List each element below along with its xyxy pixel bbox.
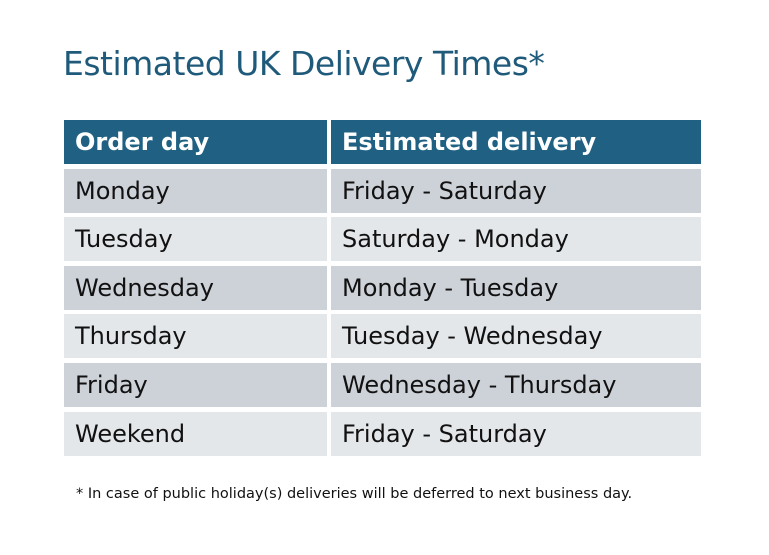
order-day-cell: Wednesday [64,265,327,310]
order-day-cell: Friday [64,362,327,407]
page-title: Estimated UK Delivery Times* [63,44,545,83]
table-row: Thursday Tuesday - Wednesday [64,314,701,359]
delivery-cell: Friday - Saturday [331,411,701,456]
header-order-day: Order day [64,120,327,164]
delivery-cell: Wednesday - Thursday [331,362,701,407]
table-row: Wednesday Monday - Tuesday [64,265,701,310]
delivery-cell: Tuesday - Wednesday [331,314,701,359]
footnote: * In case of public holiday(s) deliverie… [76,486,633,502]
table-row: Tuesday Saturday - Monday [64,217,701,262]
table-row: Weekend Friday - Saturday [64,411,701,456]
order-day-cell: Monday [64,168,327,213]
table-row: Friday Wednesday - Thursday [64,362,701,407]
delivery-cell: Friday - Saturday [331,168,701,213]
header-estimated-delivery: Estimated delivery [331,120,701,164]
order-day-cell: Tuesday [64,217,327,262]
delivery-cell: Monday - Tuesday [331,265,701,310]
order-day-cell: Weekend [64,411,327,456]
order-day-cell: Thursday [64,314,327,359]
delivery-table: Order day Estimated delivery Monday Frid… [64,120,701,460]
table-header-row: Order day Estimated delivery [64,120,701,164]
table-row: Monday Friday - Saturday [64,168,701,213]
delivery-cell: Saturday - Monday [331,217,701,262]
